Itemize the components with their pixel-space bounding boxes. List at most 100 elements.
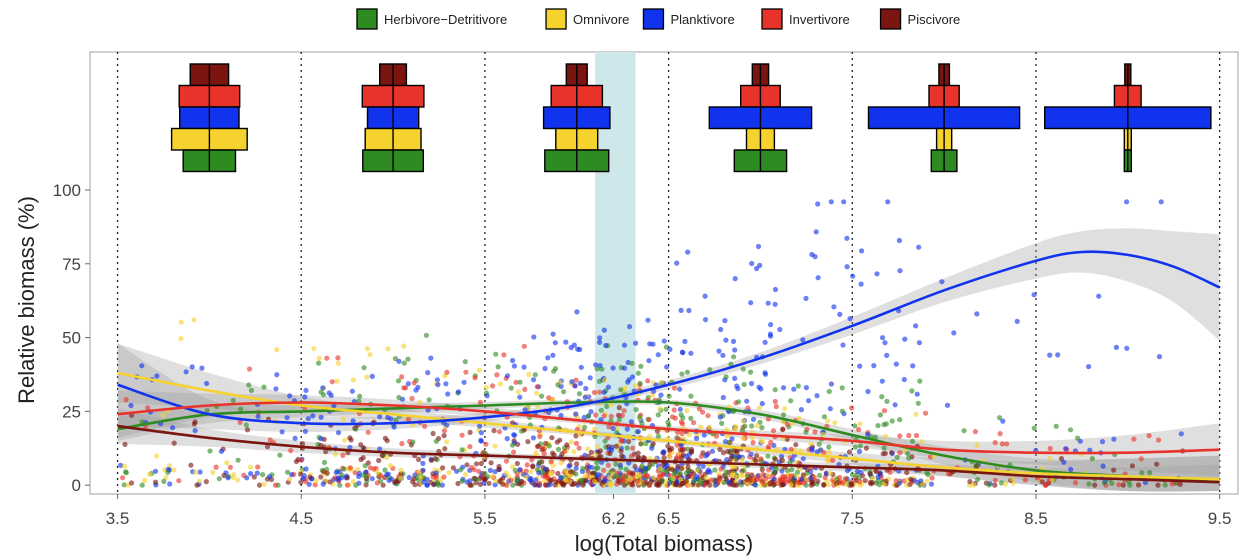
data-point: [563, 339, 569, 345]
data-point: [688, 393, 694, 399]
data-point: [615, 412, 622, 418]
data-point: [820, 431, 826, 437]
data-point: [525, 439, 531, 445]
data-point: [450, 465, 456, 471]
data-point: [1067, 427, 1074, 433]
data-point: [243, 422, 249, 428]
legend-item: Piscivore: [879, 8, 960, 30]
data-point: [594, 460, 600, 466]
data-point: [605, 462, 611, 468]
data-point: [530, 464, 536, 470]
data-point: [697, 424, 704, 430]
data-point: [379, 452, 385, 459]
data-point: [154, 453, 160, 459]
data-point: [896, 237, 903, 244]
data-point: [685, 446, 691, 452]
data-point: [766, 443, 772, 450]
data-point: [524, 462, 530, 468]
data-point: [540, 445, 546, 451]
data-point: [881, 481, 887, 487]
data-point: [772, 286, 779, 293]
data-point: [305, 416, 311, 422]
data-point: [771, 470, 777, 476]
data-point: [808, 441, 814, 447]
data-point: [858, 281, 864, 287]
data-point: [553, 479, 559, 485]
data-point: [459, 432, 465, 438]
data-point: [815, 478, 821, 484]
data-point: [618, 387, 624, 393]
data-point: [720, 394, 726, 401]
data-point: [920, 482, 926, 488]
data-point: [478, 438, 484, 444]
data-point: [154, 373, 160, 379]
data-point: [846, 449, 853, 455]
data-point: [816, 441, 822, 447]
data-point: [1129, 463, 1135, 469]
data-point: [477, 399, 483, 405]
data-point: [653, 382, 659, 388]
data-point: [1063, 446, 1069, 452]
data-point: [509, 442, 516, 448]
data-point: [679, 431, 685, 437]
data-point: [700, 409, 706, 415]
confidence-band: [117, 228, 1220, 432]
data-point: [759, 467, 765, 473]
data-point: [578, 364, 584, 370]
data-point: [255, 464, 261, 470]
data-point: [471, 467, 477, 473]
data-point: [426, 397, 432, 403]
data-point: [318, 436, 324, 442]
data-point: [543, 440, 549, 446]
data-point: [613, 443, 620, 449]
data-point: [788, 482, 794, 488]
data-point: [1113, 344, 1119, 350]
data-point: [509, 464, 516, 470]
data-point: [573, 411, 579, 417]
data-point: [655, 352, 661, 358]
data-point: [634, 478, 640, 484]
data-point: [421, 479, 427, 485]
data-point: [399, 441, 405, 447]
data-point: [515, 389, 521, 395]
data-point: [679, 480, 685, 486]
data-point: [628, 453, 635, 459]
data-point: [489, 473, 495, 479]
data-point: [287, 393, 293, 399]
data-point: [756, 384, 762, 390]
data-point: [327, 479, 333, 485]
data-point: [316, 360, 322, 366]
data-point: [508, 385, 514, 391]
data-point: [696, 406, 703, 412]
data-point: [666, 393, 672, 399]
data-point: [725, 448, 731, 455]
data-point: [401, 385, 407, 391]
data-point: [128, 480, 135, 486]
data-point: [667, 346, 673, 352]
data-point: [906, 432, 912, 439]
data-point: [1147, 470, 1153, 476]
data-point: [521, 343, 527, 349]
data-point: [521, 364, 527, 370]
data-point: [740, 418, 746, 424]
data-point: [793, 442, 799, 448]
data-point: [218, 448, 224, 454]
data-point: [667, 472, 673, 478]
data-point: [255, 413, 261, 419]
data-point: [841, 199, 847, 205]
data-point: [788, 446, 794, 452]
data-point: [246, 366, 253, 372]
data-point: [593, 362, 599, 368]
data-point: [784, 421, 790, 427]
data-point: [1120, 482, 1126, 488]
data-point: [298, 479, 304, 485]
data-point: [717, 414, 723, 420]
data-point: [356, 398, 362, 404]
data-point: [706, 424, 713, 430]
data-point: [806, 398, 812, 404]
data-point: [550, 331, 556, 337]
data-point: [850, 273, 856, 279]
data-point: [1154, 461, 1160, 467]
data-point: [857, 421, 863, 427]
data-point: [569, 379, 575, 385]
